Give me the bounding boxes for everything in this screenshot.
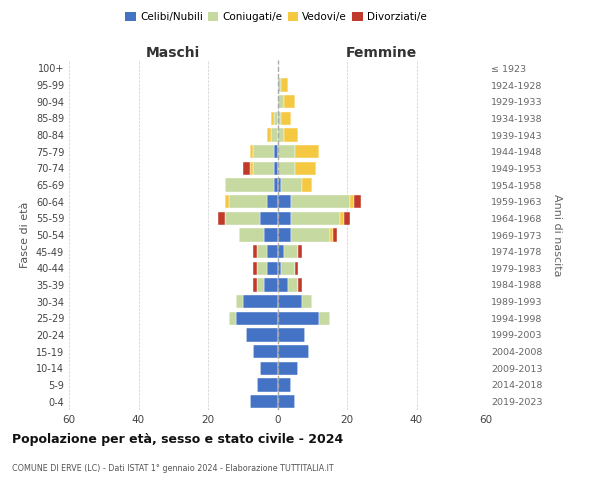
Bar <box>253 145 274 158</box>
Bar <box>277 378 292 392</box>
Bar <box>277 295 302 308</box>
Bar <box>253 345 277 358</box>
Bar <box>236 312 277 325</box>
Bar <box>277 162 295 175</box>
Bar <box>340 212 344 225</box>
Bar <box>253 262 257 275</box>
Bar <box>260 362 277 375</box>
Bar <box>281 112 292 125</box>
Bar <box>226 212 260 225</box>
Bar <box>295 262 298 275</box>
Bar <box>295 145 319 158</box>
Bar <box>257 245 267 258</box>
Bar <box>302 178 312 192</box>
Bar <box>263 278 277 291</box>
Bar <box>260 212 277 225</box>
Bar <box>288 278 298 291</box>
Bar <box>243 162 250 175</box>
Bar <box>277 362 298 375</box>
Bar <box>281 78 288 92</box>
Bar <box>267 195 277 208</box>
Bar <box>292 195 350 208</box>
Bar <box>271 112 274 125</box>
Bar <box>292 228 329 241</box>
Bar <box>354 195 361 208</box>
Bar <box>284 128 298 141</box>
Bar <box>277 212 292 225</box>
Bar <box>274 145 277 158</box>
Bar <box>277 278 288 291</box>
Bar <box>298 278 302 291</box>
Bar <box>250 162 253 175</box>
Bar <box>274 162 277 175</box>
Bar <box>277 262 281 275</box>
Bar <box>263 228 277 241</box>
Bar <box>277 112 281 125</box>
Bar <box>277 328 305 342</box>
Bar <box>257 378 277 392</box>
Bar <box>277 245 284 258</box>
Bar <box>246 328 277 342</box>
Bar <box>319 312 329 325</box>
Y-axis label: Fasce di età: Fasce di età <box>20 202 30 268</box>
Bar <box>292 212 340 225</box>
Legend: Celibi/Nubili, Coniugati/e, Vedovi/e, Divorziati/e: Celibi/Nubili, Coniugati/e, Vedovi/e, Di… <box>121 8 431 26</box>
Bar <box>298 245 302 258</box>
Bar <box>284 245 298 258</box>
Bar <box>253 278 257 291</box>
Bar <box>253 162 274 175</box>
Bar <box>329 228 333 241</box>
Bar <box>257 262 267 275</box>
Text: COMUNE DI ERVE (LC) - Dati ISTAT 1° gennaio 2024 - Elaborazione TUTTITALIA.IT: COMUNE DI ERVE (LC) - Dati ISTAT 1° genn… <box>12 464 334 473</box>
Bar <box>277 128 284 141</box>
Y-axis label: Anni di nascita: Anni di nascita <box>552 194 562 276</box>
Bar <box>253 245 257 258</box>
Bar <box>274 112 277 125</box>
Bar <box>277 78 281 92</box>
Bar <box>277 395 295 408</box>
Bar <box>229 312 236 325</box>
Bar <box>226 195 229 208</box>
Bar <box>236 295 243 308</box>
Bar <box>218 212 226 225</box>
Text: Femmine: Femmine <box>346 46 418 60</box>
Bar <box>295 162 316 175</box>
Bar <box>239 228 263 241</box>
Bar <box>267 262 277 275</box>
Text: Popolazione per età, sesso e stato civile - 2024: Popolazione per età, sesso e stato civil… <box>12 432 343 446</box>
Bar <box>302 295 312 308</box>
Bar <box>277 178 281 192</box>
Bar <box>277 195 292 208</box>
Bar <box>277 345 309 358</box>
Bar <box>267 128 271 141</box>
Bar <box>257 278 263 291</box>
Bar <box>271 128 277 141</box>
Bar <box>281 262 295 275</box>
Bar <box>281 178 302 192</box>
Text: Maschi: Maschi <box>146 46 200 60</box>
Bar <box>226 178 274 192</box>
Bar <box>277 228 292 241</box>
Bar <box>277 312 319 325</box>
Bar <box>284 95 295 108</box>
Bar <box>277 95 284 108</box>
Bar <box>333 228 337 241</box>
Bar <box>250 395 277 408</box>
Bar <box>350 195 354 208</box>
Bar <box>274 178 277 192</box>
Bar <box>243 295 277 308</box>
Bar <box>229 195 267 208</box>
Bar <box>344 212 350 225</box>
Bar <box>267 245 277 258</box>
Bar <box>277 145 295 158</box>
Bar <box>250 145 253 158</box>
